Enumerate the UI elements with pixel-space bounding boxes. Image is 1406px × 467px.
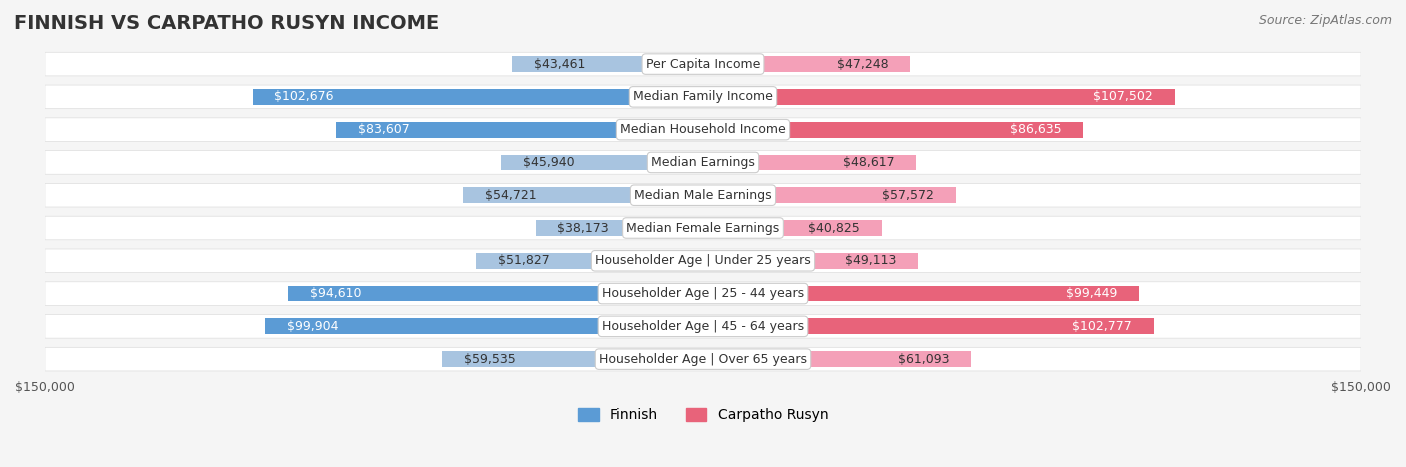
Text: Per Capita Income: Per Capita Income xyxy=(645,57,761,71)
Bar xyxy=(703,318,1154,334)
Bar xyxy=(264,318,703,334)
FancyBboxPatch shape xyxy=(45,118,1361,142)
Bar xyxy=(502,155,703,170)
Bar xyxy=(703,286,1139,301)
Bar xyxy=(703,220,882,236)
Bar xyxy=(703,56,910,72)
Text: $47,248: $47,248 xyxy=(837,57,889,71)
Text: $54,721: $54,721 xyxy=(485,189,537,202)
Bar xyxy=(441,351,703,367)
Text: FINNISH VS CARPATHO RUSYN INCOME: FINNISH VS CARPATHO RUSYN INCOME xyxy=(14,14,439,33)
Text: Householder Age | Over 65 years: Householder Age | Over 65 years xyxy=(599,353,807,366)
FancyBboxPatch shape xyxy=(45,184,1361,207)
Text: $83,607: $83,607 xyxy=(359,123,411,136)
Bar xyxy=(512,56,703,72)
FancyBboxPatch shape xyxy=(45,216,1361,240)
FancyBboxPatch shape xyxy=(45,151,1361,174)
Text: $43,461: $43,461 xyxy=(534,57,586,71)
Text: $45,940: $45,940 xyxy=(523,156,575,169)
Bar xyxy=(703,253,918,269)
Text: $38,173: $38,173 xyxy=(557,221,609,234)
Text: $61,093: $61,093 xyxy=(897,353,949,366)
Bar xyxy=(703,122,1083,137)
FancyBboxPatch shape xyxy=(45,282,1361,305)
Bar xyxy=(463,187,703,203)
Text: $49,113: $49,113 xyxy=(845,255,897,267)
Bar xyxy=(703,155,917,170)
Text: $107,502: $107,502 xyxy=(1092,91,1153,103)
Text: $94,610: $94,610 xyxy=(309,287,361,300)
FancyBboxPatch shape xyxy=(45,315,1361,338)
Text: $48,617: $48,617 xyxy=(842,156,894,169)
Text: $99,904: $99,904 xyxy=(287,320,339,333)
Bar xyxy=(475,253,703,269)
Text: $51,827: $51,827 xyxy=(498,255,550,267)
Text: $86,635: $86,635 xyxy=(1010,123,1062,136)
Text: $57,572: $57,572 xyxy=(882,189,934,202)
Text: Source: ZipAtlas.com: Source: ZipAtlas.com xyxy=(1258,14,1392,27)
Bar xyxy=(336,122,703,137)
Text: Householder Age | Under 25 years: Householder Age | Under 25 years xyxy=(595,255,811,267)
Text: Householder Age | 25 - 44 years: Householder Age | 25 - 44 years xyxy=(602,287,804,300)
FancyBboxPatch shape xyxy=(45,52,1361,76)
Bar xyxy=(703,89,1174,105)
Text: $102,777: $102,777 xyxy=(1073,320,1132,333)
Bar xyxy=(703,351,972,367)
Bar xyxy=(536,220,703,236)
Text: $59,535: $59,535 xyxy=(464,353,516,366)
Text: Median Male Earnings: Median Male Earnings xyxy=(634,189,772,202)
FancyBboxPatch shape xyxy=(45,249,1361,273)
Text: Householder Age | 45 - 64 years: Householder Age | 45 - 64 years xyxy=(602,320,804,333)
Text: $40,825: $40,825 xyxy=(808,221,860,234)
Legend: Finnish, Carpatho Rusyn: Finnish, Carpatho Rusyn xyxy=(572,403,834,428)
Text: $99,449: $99,449 xyxy=(1066,287,1118,300)
Text: $102,676: $102,676 xyxy=(274,91,335,103)
Text: Median Earnings: Median Earnings xyxy=(651,156,755,169)
FancyBboxPatch shape xyxy=(45,85,1361,109)
Bar xyxy=(703,187,956,203)
Bar xyxy=(288,286,703,301)
FancyBboxPatch shape xyxy=(45,347,1361,371)
Text: Median Family Income: Median Family Income xyxy=(633,91,773,103)
Bar xyxy=(253,89,703,105)
Text: Median Household Income: Median Household Income xyxy=(620,123,786,136)
Text: Median Female Earnings: Median Female Earnings xyxy=(627,221,779,234)
